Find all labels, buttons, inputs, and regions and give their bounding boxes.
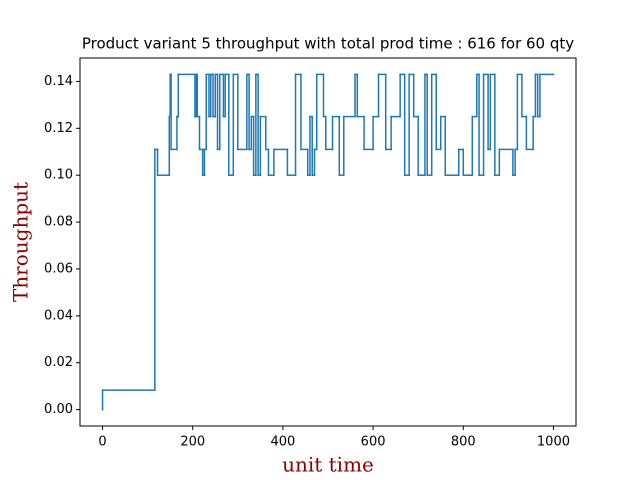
x-tick-label: 600 — [361, 435, 386, 450]
x-axis-label: unit time — [282, 453, 374, 477]
y-tick-label: 0.02 — [44, 355, 73, 370]
plot-area — [101, 73, 555, 411]
y-tick-label: 0.00 — [44, 402, 73, 417]
y-tick-label: 0.08 — [44, 215, 73, 230]
axes-frame — [79, 57, 577, 427]
x-tick-label: 0 — [98, 435, 106, 450]
x-tick-label: 200 — [180, 435, 205, 450]
y-tick-label: 0.14 — [44, 74, 73, 89]
y-axis-label: Throughput — [9, 182, 33, 302]
x-tick-label: 800 — [451, 435, 476, 450]
x-tick-label: 1000 — [537, 435, 570, 450]
y-tick-label: 0.12 — [44, 121, 73, 136]
y-tick-label: 0.10 — [44, 168, 73, 183]
y-tick-label: 0.06 — [44, 261, 73, 276]
y-tick-label: 0.04 — [44, 308, 73, 323]
chart-title: Product variant 5 throughput with total … — [82, 35, 574, 53]
x-tick-label: 400 — [270, 435, 295, 450]
